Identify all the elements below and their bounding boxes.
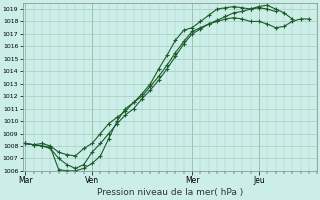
X-axis label: Pression niveau de la mer( hPa ): Pression niveau de la mer( hPa ): [97, 188, 243, 197]
